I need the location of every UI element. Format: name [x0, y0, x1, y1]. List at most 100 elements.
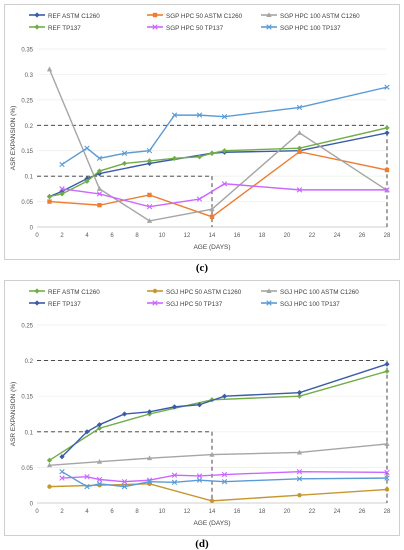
y-tick-label: 0.2: [25, 124, 34, 130]
chart-panel-d: REF ASTM C1260 SGJ HPC 50 ASTM C1260 SGJ H…: [4, 280, 400, 536]
y-axis-title: ASR EXPANSION (%): [10, 106, 17, 171]
data-point-ref-tp137: [171, 155, 178, 161]
data-point-sgj-hpc-100-tp137: [171, 479, 178, 486]
data-point-sgj-hpc-100-tp137: [84, 483, 90, 490]
legend-marker-ref-tp137: [34, 300, 40, 306]
y-tick-label: 0: [30, 226, 34, 232]
x-tick-label: 26: [359, 233, 366, 239]
data-point-sgj-hpc-100-astm-c1260: [46, 462, 53, 468]
data-point-sgj-hpc-50-astm-c1260: [384, 487, 390, 492]
x-tick-label: 28: [384, 509, 391, 515]
data-point-sgj-hpc-50-tp137: [59, 475, 65, 481]
y-axis-title: ASR EXPANSION (%): [10, 382, 17, 447]
legend-label-sgj-hpc-50-tp137: SGJ HPC 50 TP137: [166, 301, 223, 308]
data-point-ref-tp137: [384, 361, 390, 367]
asr-expansion-chart-d: REF ASTM C1260 SGJ HPC 50 ASTM C1260 SGJ H…: [10, 288, 391, 527]
data-point-ref-tp137: [121, 160, 128, 167]
y-tick-label: 0.25: [21, 324, 33, 330]
legend-label-sgp-hpc-50-astm-c1260: SGP HPC 50 ASTM C1260: [166, 13, 243, 20]
y-tick-label: 0.1: [25, 430, 34, 436]
data-point-sgj-hpc-100-tp137: [59, 468, 65, 475]
data-point-sgp-hpc-50-astm-c1260: [297, 149, 302, 154]
data-point-sgj-hpc-100-astm-c1260: [296, 449, 303, 455]
x-tick-label: 8: [135, 509, 139, 515]
legend-marker-sgp-hpc-100-tp137: [266, 24, 272, 30]
x-tick-label: 16: [234, 233, 241, 239]
x-tick-label: 20: [284, 233, 291, 239]
x-tick-label: 4: [85, 509, 89, 515]
data-point-sgj-hpc-100-astm-c1260: [146, 455, 153, 461]
data-point-sgp-hpc-100-tp137: [146, 148, 153, 154]
series-line-sgj-hpc-50-tp137: [61, 470, 388, 483]
legend-marker-sgj-hpc-50-astm-c1260: [152, 288, 158, 294]
x-tick-label: 2: [60, 233, 64, 239]
x-tick-label: 18: [259, 233, 266, 239]
data-point-ref-astm-c1260: [96, 425, 103, 431]
data-point-ref-tp137: [121, 411, 128, 417]
data-point-sgj-hpc-50-tp137: [196, 473, 203, 479]
data-point-sgp-hpc-50-tp137: [59, 186, 65, 192]
data-point-sgp-hpc-100-tp137: [171, 112, 178, 118]
legend-marker-sgj-hpc-100-astm-c1260: [266, 288, 272, 293]
x-tick-label: 22: [309, 509, 316, 515]
x-tick-label: 20: [284, 509, 291, 515]
legend-marker-sgp-hpc-50-astm-c1260: [152, 12, 158, 18]
data-point-sgj-hpc-50-tp137: [84, 473, 90, 480]
data-point-ref-tp137: [146, 409, 153, 415]
data-point-ref-astm-c1260: [296, 393, 303, 399]
x-tick-label: 6: [110, 233, 114, 239]
x-tick-label: 12: [184, 233, 191, 239]
data-point-sgp-hpc-100-astm-c1260: [296, 130, 303, 135]
y-tick-label: 0.35: [21, 48, 33, 54]
data-point-sgp-hpc-100-tp137: [96, 155, 103, 162]
data-point-ref-tp137: [146, 158, 153, 164]
x-tick-label: 6: [110, 509, 114, 515]
legend-label-sgp-hpc-100-tp137: SGP HPC 100 TP137: [280, 25, 341, 32]
x-tick-label: 24: [334, 509, 341, 515]
series-line-sgp-hpc-100-astm-c1260: [48, 69, 388, 222]
y-tick-label: 0.25: [21, 98, 33, 104]
data-point-sgj-hpc-100-tp137: [221, 478, 228, 485]
chart-panel-c: REF ASTM C1260 SGP HPC 50 ASTM C1260 SGP H…: [4, 4, 400, 260]
data-point-sgp-hpc-50-tp137: [296, 187, 303, 193]
data-point-ref-tp137: [96, 168, 103, 174]
asr-expansion-chart-c: REF ASTM C1260 SGP HPC 50 ASTM C1260 SGP H…: [10, 12, 391, 251]
data-point-sgp-hpc-50-tp137: [96, 191, 103, 197]
data-point-ref-tp137: [296, 390, 303, 396]
y-tick-label: 0.05: [21, 200, 33, 206]
x-tick-label: 2: [60, 509, 64, 515]
data-point-ref-tp137: [384, 125, 390, 131]
data-point-sgj-hpc-50-astm-c1260: [297, 492, 302, 498]
x-tick-label: 10: [159, 233, 166, 239]
y-tick-label: 0: [30, 502, 34, 508]
y-tick-label: 0.2: [25, 359, 34, 365]
data-point-sgp-hpc-100-astm-c1260: [96, 186, 103, 191]
legend-label-sgj-hpc-100-astm-c1260: SGJ HPC 100 ASTM C1260: [280, 289, 359, 296]
limit-guide-line: [37, 175, 213, 227]
data-point-ref-tp137: [84, 429, 90, 435]
x-tick-label: 4: [85, 233, 89, 239]
x-tick-label: 28: [384, 233, 391, 239]
data-point-sgp-hpc-50-astm-c1260: [209, 214, 215, 220]
panel-caption-c: (c): [195, 262, 209, 274]
data-point-sgj-hpc-100-tp137: [384, 475, 390, 481]
y-tick-label: 0.1: [25, 175, 34, 181]
data-point-sgj-hpc-50-tp137: [384, 469, 390, 476]
data-point-sgj-hpc-50-astm-c1260: [209, 498, 215, 504]
data-point-sgj-hpc-50-tp137: [171, 472, 178, 478]
data-point-sgj-hpc-100-tp137: [96, 481, 103, 487]
series-line-sgp-hpc-100-tp137: [61, 86, 388, 166]
x-tick-label: 26: [359, 509, 366, 515]
x-tick-label: 22: [309, 233, 316, 239]
data-point-sgp-hpc-50-astm-c1260: [97, 202, 102, 208]
y-tick-label: 0.3: [25, 73, 34, 79]
data-point-sgp-hpc-100-astm-c1260: [46, 66, 53, 72]
data-point-ref-tp137: [84, 178, 90, 184]
data-point-sgp-hpc-50-tp137: [146, 203, 153, 210]
legend-label-sgj-hpc-100-tp137: SGJ HPC 100 TP137: [280, 301, 340, 308]
series-line-ref-astm-c1260: [49, 370, 388, 461]
series-line-sgj-hpc-100-tp137: [61, 471, 388, 488]
panel-caption-d: (d): [195, 538, 209, 550]
data-point-sgp-hpc-50-astm-c1260: [384, 167, 390, 173]
data-point-sgp-hpc-100-tp137: [121, 150, 128, 156]
